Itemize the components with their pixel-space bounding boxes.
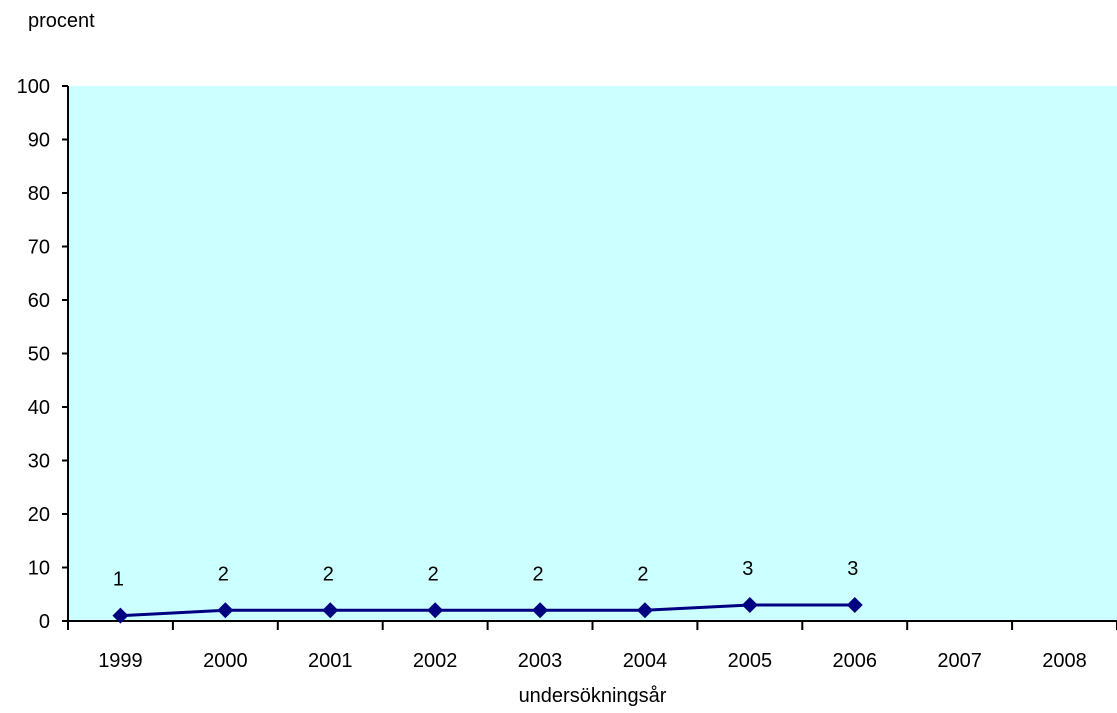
series-line xyxy=(120,603,855,618)
y-tick-label: 80 xyxy=(28,183,50,205)
data-label: 3 xyxy=(847,558,858,580)
x-tick-label: 2006 xyxy=(833,650,878,672)
y-tick-label: 0 xyxy=(39,611,50,633)
y-axis-label: procent xyxy=(28,10,95,32)
data-point-marker xyxy=(636,602,653,619)
y-tick-label: 50 xyxy=(28,344,50,366)
x-tick-label: 2000 xyxy=(203,650,248,672)
x-axis: 1999 2000 2001 2002 2003 2004 2005 2006 2007 2008 xyxy=(67,620,1117,672)
data-point-marker xyxy=(217,602,234,619)
x-tick-label: 2004 xyxy=(623,650,668,672)
y-tick-label: 40 xyxy=(28,397,50,419)
y-axis: 0 10 20 30 40 50 60 70 80 90 100 xyxy=(17,76,69,633)
y-tick-label: 90 xyxy=(28,130,50,152)
x-tick-label: 2005 xyxy=(728,650,773,672)
y-tick-label: 70 xyxy=(28,237,50,259)
data-label: 2 xyxy=(323,563,334,585)
y-tick-label: 30 xyxy=(28,451,50,473)
y-tick-label: 20 xyxy=(28,504,50,526)
x-tick-label: 2007 xyxy=(937,650,982,672)
data-label: 3 xyxy=(742,558,753,580)
series-group: 1 2 2 2 2 2 3 3 xyxy=(112,558,863,624)
y-tick-label: 10 xyxy=(28,558,50,580)
data-point-marker xyxy=(532,602,549,619)
data-point-marker xyxy=(322,602,339,619)
x-tick-label: 2002 xyxy=(413,650,458,672)
data-label: 2 xyxy=(637,563,648,585)
y-tick-label: 100 xyxy=(17,76,50,98)
data-point-marker xyxy=(112,607,129,624)
data-point-marker xyxy=(741,596,758,613)
x-tick-label: 2008 xyxy=(1042,650,1087,672)
data-label: 2 xyxy=(428,563,439,585)
data-point-marker xyxy=(427,602,444,619)
data-label: 2 xyxy=(218,563,229,585)
x-tick-label: 1999 xyxy=(98,650,143,672)
x-tick-label: 2001 xyxy=(308,650,353,672)
y-tick-label: 60 xyxy=(28,290,50,312)
x-tick-label: 2003 xyxy=(518,650,563,672)
data-label: 2 xyxy=(532,563,543,585)
plot-area xyxy=(68,86,1117,621)
data-point-marker xyxy=(846,596,863,613)
data-label: 1 xyxy=(113,569,124,591)
x-axis-label: undersökningsår xyxy=(519,685,667,707)
